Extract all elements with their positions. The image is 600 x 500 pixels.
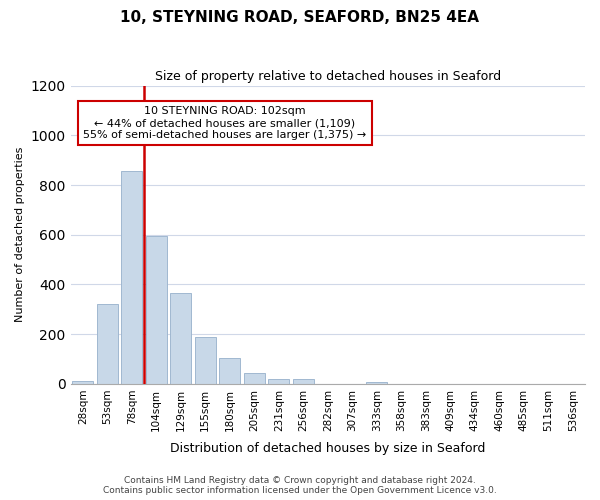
Bar [146,236,167,384]
Bar [195,337,215,384]
Bar [170,293,191,384]
Bar [293,380,314,384]
Title: Size of property relative to detached houses in Seaford: Size of property relative to detached ho… [155,70,501,83]
Y-axis label: Number of detached properties: Number of detached properties [15,147,25,322]
X-axis label: Distribution of detached houses by size in Seaford: Distribution of detached houses by size … [170,442,485,455]
Bar [73,382,93,384]
Bar [268,380,289,384]
Bar [121,172,142,384]
Text: 10 STEYNING ROAD: 102sqm
← 44% of detached houses are smaller (1,109)
55% of sem: 10 STEYNING ROAD: 102sqm ← 44% of detach… [83,106,367,140]
Bar [97,304,118,384]
Bar [220,358,240,384]
Bar [367,382,387,384]
Text: Contains HM Land Registry data © Crown copyright and database right 2024.
Contai: Contains HM Land Registry data © Crown c… [103,476,497,495]
Bar [244,372,265,384]
Text: 10, STEYNING ROAD, SEAFORD, BN25 4EA: 10, STEYNING ROAD, SEAFORD, BN25 4EA [121,10,479,25]
